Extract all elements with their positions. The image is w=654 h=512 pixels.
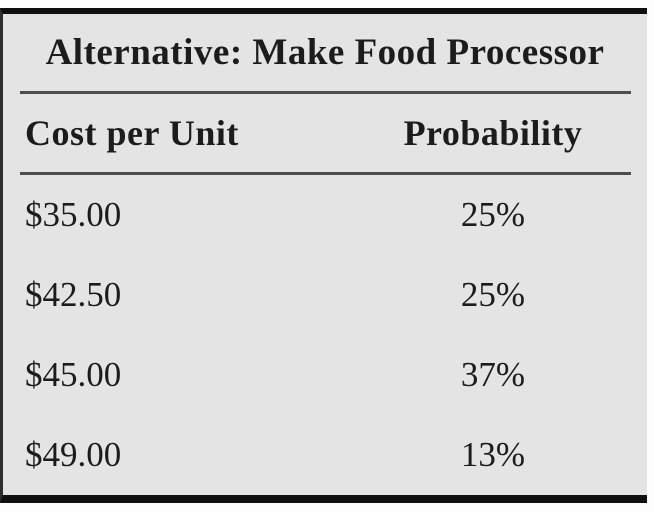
- cost-value: $49.00: [25, 435, 122, 474]
- table-row: $45.00 37%: [3, 335, 647, 415]
- cost-value: $45.00: [25, 355, 122, 394]
- table-title: Alternative: Make Food Processor: [45, 32, 605, 73]
- probability-value: 25%: [460, 275, 526, 314]
- cost-value: $42.50: [25, 275, 122, 314]
- table-title-row: Alternative: Make Food Processor: [3, 14, 647, 91]
- table-row: $49.00 13%: [3, 415, 647, 495]
- probability-value: 37%: [460, 355, 526, 394]
- cost-value: $35.00: [25, 195, 122, 234]
- probability-table: Alternative: Make Food Processor Cost pe…: [0, 8, 647, 503]
- divider-under-header: [20, 172, 631, 175]
- probability-value: 25%: [460, 195, 526, 234]
- probability-value: 13%: [460, 435, 526, 474]
- column-header-probability: Probability: [403, 113, 583, 153]
- column-header-cost-per-unit: Cost per Unit: [25, 113, 239, 153]
- table-header-row: Cost per Unit Probability: [3, 94, 647, 172]
- table-row: $35.00 25%: [3, 175, 647, 255]
- divider-under-title: [20, 91, 631, 94]
- table-row: $42.50 25%: [3, 255, 647, 335]
